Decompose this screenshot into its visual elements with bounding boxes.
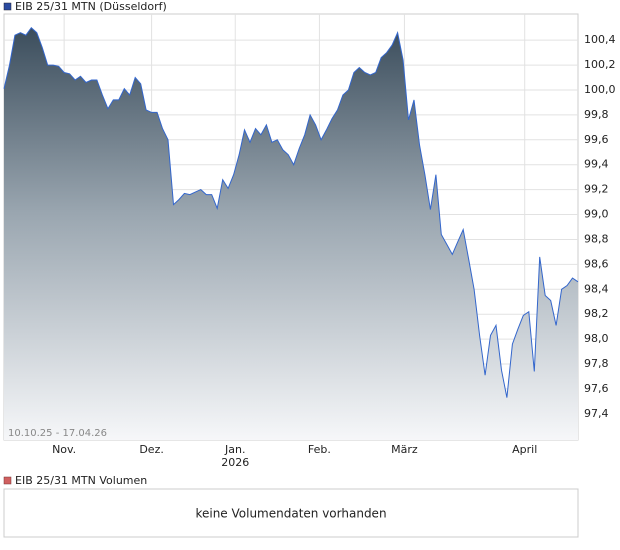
y-tick-label: 98,2 (584, 307, 609, 320)
y-tick-label: 98,4 (584, 282, 609, 295)
y-tick-label: 97,4 (584, 407, 609, 420)
price-line (3, 26, 579, 398)
x-tick-label: März (391, 443, 418, 456)
volume-title: EIB 25/31 MTN Volumen (15, 474, 147, 487)
volume-panel (3, 488, 579, 538)
x-tick-label: April (512, 443, 537, 456)
legend-swatch (3, 2, 12, 11)
chart-title: EIB 25/31 MTN (Düsseldorf) (15, 0, 167, 13)
y-tick-label: 97,8 (584, 357, 609, 370)
x-tick-label: Jan. (224, 443, 245, 456)
area-fill (4, 27, 578, 440)
x-tick-label: Feb. (308, 443, 331, 456)
y-tick-label: 99,0 (584, 208, 609, 221)
y-tick-label: 99,4 (584, 158, 609, 171)
y-tick-label: 99,2 (584, 183, 609, 196)
y-tick-label: 100,0 (584, 83, 616, 96)
volume-swatch (3, 476, 12, 485)
y-tick-label: 98,6 (584, 257, 609, 270)
y-tick-label: 99,6 (584, 133, 609, 146)
x-year-label: 2026 (221, 456, 249, 469)
y-tick-label: 98,0 (584, 332, 609, 345)
y-tick-label: 97,6 (584, 382, 609, 395)
y-tick-label: 99,8 (584, 108, 609, 121)
x-tick-label: Nov. (52, 443, 76, 456)
y-tick-label: 98,8 (584, 232, 609, 245)
y-tick-label: 100,4 (584, 33, 616, 46)
x-tick-label: Dez. (139, 443, 164, 456)
volume-message: keine Volumendaten vorhanden (195, 507, 386, 521)
y-tick-label: 100,2 (584, 58, 616, 71)
range-label: 10.10.25 - 17.04.26 (8, 428, 107, 439)
